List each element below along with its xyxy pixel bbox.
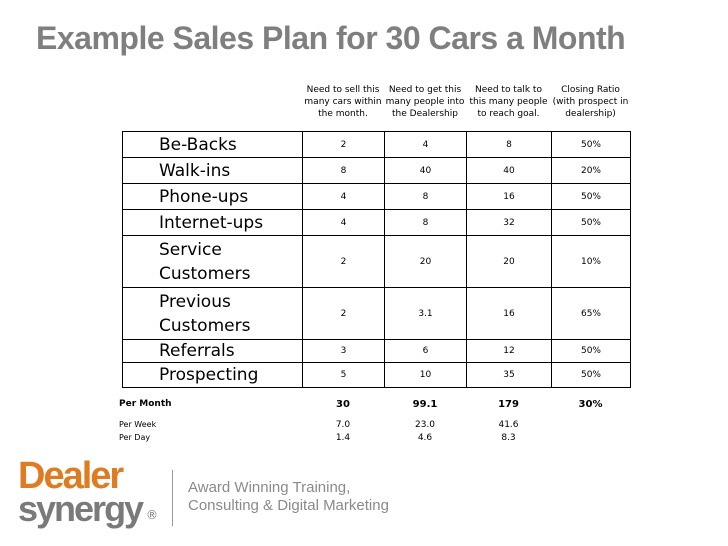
logo-mark: ® xyxy=(146,508,158,522)
column-header: Need to get this many people into the De… xyxy=(385,85,465,119)
slide-title: Example Sales Plan for 30 Cars a Month xyxy=(36,20,626,56)
row-label: Referrals xyxy=(159,341,235,361)
total-cell: 30% xyxy=(578,399,603,410)
row-label-cell: Internet-ups xyxy=(122,209,303,236)
table-cell: 3.1 xyxy=(384,287,467,340)
table-cell: 20 xyxy=(384,235,467,288)
row-label: Be-Backs xyxy=(159,134,237,155)
table-cell: 40 xyxy=(384,157,467,184)
table-cell: 35 xyxy=(466,362,552,388)
table-cell: 50% xyxy=(551,209,631,236)
total-cell: 179 xyxy=(498,399,519,410)
table-cell: 10 xyxy=(384,362,467,388)
total-cell: 8.3 xyxy=(501,433,516,443)
table-cell: 50% xyxy=(551,183,631,210)
table-cell: 6 xyxy=(384,339,467,363)
table-cell: 4 xyxy=(302,183,385,210)
row-label: Previous Customers xyxy=(159,291,251,336)
table-cell: 20% xyxy=(551,157,631,184)
total-cell: 7.0 xyxy=(335,420,351,430)
table-cell: 2 xyxy=(302,235,385,288)
table-cell: 20 xyxy=(466,235,552,288)
table-cell: 12 xyxy=(466,339,552,363)
column-header: Closing Ratio (with prospect in dealersh… xyxy=(552,85,629,119)
table-cell: 3 xyxy=(302,339,385,363)
table-cell: 2 xyxy=(302,287,385,340)
table-cell: 8 xyxy=(384,209,467,236)
table-cell: 8 xyxy=(302,157,385,184)
table-cell: 5 xyxy=(302,362,385,388)
table-cell: 8 xyxy=(384,183,467,210)
total-label: Per Month xyxy=(119,399,172,409)
logo-brand: Dealer xyxy=(18,455,124,497)
logo-divider xyxy=(172,470,173,526)
table-cell: 16 xyxy=(466,183,552,210)
total-label: Per Day xyxy=(119,433,151,442)
total-cell: 23.0 xyxy=(414,420,436,430)
row-label: Internet-ups xyxy=(159,212,264,233)
table-cell: 32 xyxy=(466,209,552,236)
table-cell: 16 xyxy=(466,287,552,340)
table-cell: 8 xyxy=(466,131,552,158)
column-header: Need to talk to this many people to reac… xyxy=(469,85,548,119)
tagline: Award Winning Training, xyxy=(188,479,351,496)
total-cell: 1.4 xyxy=(335,433,351,443)
total-label: Per Week xyxy=(119,420,157,429)
total-cell: 4.6 xyxy=(417,433,433,443)
row-label-cell: Service Customers xyxy=(122,235,303,288)
table-cell: 4 xyxy=(302,209,385,236)
row-label-cell: Referrals xyxy=(122,339,303,363)
table-cell: 40 xyxy=(466,157,552,184)
table-cell: 2 xyxy=(302,131,385,158)
row-label: Walk-ins xyxy=(159,160,231,181)
row-label: Service Customers xyxy=(159,239,251,284)
row-label-cell: Previous Customers xyxy=(122,287,303,340)
row-label-cell: Be-Backs xyxy=(122,131,303,158)
table-cell: 4 xyxy=(384,131,467,158)
table-cell: 10% xyxy=(551,235,631,288)
row-label-cell: Prospecting xyxy=(122,362,303,388)
table-cell: 50% xyxy=(551,339,631,363)
row-label-cell: Walk-ins xyxy=(122,157,303,184)
tagline: Consulting & Digital Marketing xyxy=(188,497,389,514)
table-cell: 50% xyxy=(551,362,631,388)
column-header: Need to sell this many cars within the m… xyxy=(304,85,382,119)
total-cell: 41.6 xyxy=(498,420,519,430)
row-label: Prospecting xyxy=(159,365,259,385)
table-cell: 65% xyxy=(551,287,631,340)
row-label: Phone-ups xyxy=(159,186,249,207)
row-label-cell: Phone-ups xyxy=(122,183,303,210)
total-cell: 99.1 xyxy=(412,399,438,410)
table-cell: 50% xyxy=(551,131,631,158)
logo-brand: synergy xyxy=(18,488,144,529)
total-cell: 30 xyxy=(336,399,350,410)
